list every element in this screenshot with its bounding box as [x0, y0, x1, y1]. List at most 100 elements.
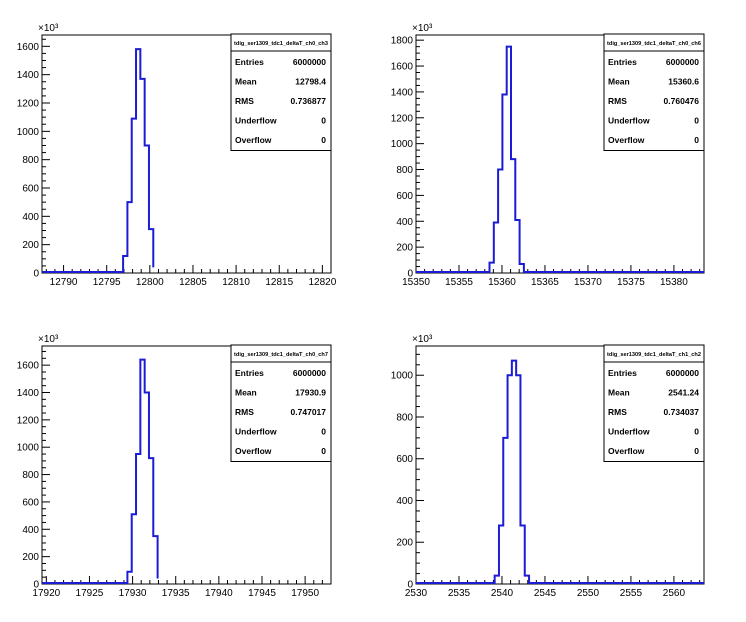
x-tick-label: 12805 [179, 277, 207, 288]
stats-label: Entries [235, 368, 264, 378]
y-tick-label: 1000 [17, 127, 40, 138]
y-tick-label: 400 [22, 212, 39, 223]
stats-label: Underflow [235, 427, 277, 437]
x-tick-label: 2540 [491, 588, 514, 599]
stats-value: 6000000 [666, 368, 699, 378]
x-tick-label: 12795 [93, 277, 121, 288]
y-tick-label: 200 [396, 243, 413, 254]
stats-label: Overflow [235, 135, 272, 145]
stats-value: 0.760476 [664, 96, 700, 106]
x-tick-label: 15350 [402, 277, 430, 288]
x-tick-label: 12790 [50, 277, 78, 288]
stats-value: 17930.9 [295, 388, 326, 398]
stats-value: 0.747017 [291, 407, 327, 417]
stats-label: Overflow [608, 135, 645, 145]
stats-label: Underflow [608, 116, 650, 126]
x-tick-label: 15380 [660, 277, 688, 288]
y-tick-label: 0 [33, 269, 39, 280]
y-tick-label: 1600 [17, 361, 40, 372]
stats-label: Mean [235, 388, 257, 398]
y-tick-label: 400 [396, 217, 413, 228]
stats-label: Underflow [608, 427, 650, 437]
y-tick-label: 1800 [391, 36, 414, 47]
y-tick-label: 1000 [391, 139, 414, 150]
x-tick-label: 17935 [162, 588, 190, 599]
y-axis-multiplier: ×10³ [38, 23, 59, 34]
y-tick-label: 1600 [17, 42, 40, 53]
x-tick-label: 17945 [248, 588, 276, 599]
x-tick-label: 2560 [663, 588, 686, 599]
y-tick-label: 0 [407, 580, 413, 591]
y-tick-label: 400 [396, 496, 413, 507]
y-tick-label: 1200 [17, 99, 40, 110]
stats-title: tdig_ser1309_tdc1_deltaT_ch0_ch6 [607, 41, 701, 47]
x-tick-label: 2530 [405, 588, 428, 599]
x-tick-label: 15360 [488, 277, 516, 288]
stats-box [603, 33, 705, 151]
x-tick-label: 17930 [119, 588, 147, 599]
stats-value: 0.734037 [664, 407, 700, 417]
stats-value: 0.736877 [291, 96, 327, 106]
stats-box [230, 344, 332, 462]
y-tick-label: 1600 [391, 62, 414, 73]
stats-label: Mean [235, 77, 257, 87]
stats-value: 0 [694, 116, 699, 126]
x-tick-label: 12810 [222, 277, 250, 288]
histogram-panel-4: 2530 2535 2540 2545 2550 2555 2560 0 200 400 600 80… [391, 334, 705, 599]
stats-label: Entries [235, 57, 264, 67]
histogram-series [42, 358, 159, 584]
x-tick-label: 12815 [265, 277, 293, 288]
y-tick-label: 1400 [391, 87, 414, 98]
x-tick-label: 17950 [291, 588, 319, 599]
stats-value: 6000000 [293, 368, 326, 378]
stats-label: RMS [608, 96, 627, 106]
stats-value: 0 [694, 446, 699, 456]
y-tick-label: 800 [396, 165, 413, 176]
stats-value: 0 [321, 446, 326, 456]
stats-value: 2541.24 [668, 388, 699, 398]
y-tick-label: 1400 [17, 70, 40, 81]
histogram-series [42, 48, 155, 273]
y-tick-label: 400 [22, 525, 39, 536]
histogram-series [416, 359, 704, 584]
stats-label: Overflow [608, 446, 645, 456]
stats-label: Entries [608, 368, 637, 378]
y-tick-label: 1000 [391, 371, 414, 382]
x-tick-label: 2535 [448, 588, 471, 599]
y-tick-label: 800 [396, 412, 413, 423]
x-tick-label: 17925 [76, 588, 104, 599]
y-tick-label: 1200 [391, 113, 414, 124]
histogram-series [416, 45, 704, 273]
plot-frame [41, 34, 332, 274]
y-tick-label: 800 [22, 470, 39, 481]
stats-value: 6000000 [293, 57, 326, 67]
stats-title: tdig_ser1309_tdc1_deltaT_ch0_ch7 [234, 352, 328, 358]
x-tick-label: 2555 [620, 588, 643, 599]
stats-value: 0 [321, 116, 326, 126]
histogram-panel-3: 17920 17925 17930 17935 17940 17945 17950 0 200 4… [17, 334, 332, 599]
x-tick-label: 15370 [574, 277, 602, 288]
stats-label: RMS [235, 407, 254, 417]
y-tick-label: 200 [22, 552, 39, 563]
x-tick-label: 17940 [205, 588, 233, 599]
x-tick-label: 12800 [136, 277, 164, 288]
stats-value: 12798.4 [295, 77, 326, 87]
x-tick-label: 15365 [531, 277, 559, 288]
y-tick-label: 1200 [17, 415, 40, 426]
x-tick-label: 2545 [534, 588, 557, 599]
y-tick-label: 0 [33, 580, 39, 591]
plot-frame [41, 345, 332, 585]
y-tick-label: 600 [396, 191, 413, 202]
x-tick-label: 2550 [577, 588, 600, 599]
y-tick-label: 0 [407, 269, 413, 280]
x-tick-label: 12820 [308, 277, 336, 288]
y-tick-label: 200 [22, 240, 39, 251]
stats-value: 15360.6 [668, 77, 699, 87]
y-axis-multiplier: ×10³ [38, 334, 59, 345]
histogram-panel-2: 15350 15355 15360 15365 15370 15375 15380 0 200 4… [391, 23, 705, 288]
stats-label: RMS [235, 96, 254, 106]
stats-label: RMS [608, 407, 627, 417]
stats-label: Overflow [235, 446, 272, 456]
x-tick-label: 15355 [445, 277, 473, 288]
